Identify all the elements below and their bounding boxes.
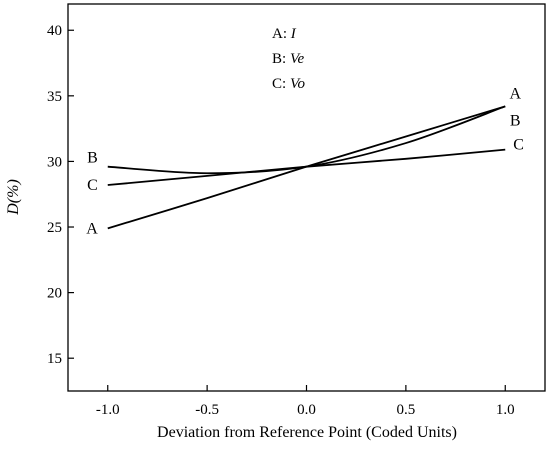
series-line-b [107, 105, 506, 175]
x-tick-label: -1.0 [96, 402, 120, 418]
y-tick-label: 35 [47, 89, 62, 105]
series-label-c: C [513, 137, 524, 154]
series-label-b: B [510, 112, 521, 129]
plot-frame [67, 3, 546, 392]
legend-symbol: Vo [290, 76, 306, 92]
y-tick-label: 15 [47, 351, 62, 367]
x-tick-label: 0.5 [397, 402, 416, 418]
series-line-c [107, 148, 506, 186]
legend-entry-c: C: Vo [272, 76, 305, 92]
legend-key: A: [272, 26, 291, 42]
series-label-a: A [86, 220, 98, 237]
y-tick-label: 30 [47, 154, 62, 170]
legend-key: B: [272, 51, 290, 67]
legend: A: IB: VeC: Vo [272, 26, 305, 92]
y-tick-label: 20 [47, 286, 62, 302]
x-axis-title: Deviation from Reference Point (Coded Un… [157, 424, 457, 441]
y-axis-title: D(%) [5, 179, 22, 216]
legend-symbol: I [290, 26, 297, 42]
legend-symbol: Ve [290, 51, 305, 67]
series-label-a: A [509, 85, 521, 102]
x-tick-label: -0.5 [195, 402, 219, 418]
x-tick-label: 1.0 [496, 402, 515, 418]
ticks: -1.0 -0.5 0.0 0.5 1.0 15 20 25 30 35 40 [47, 23, 515, 418]
series-label-b: B [87, 150, 98, 167]
legend-entry-a: A: I [272, 26, 297, 42]
y-tick-label: 40 [47, 23, 62, 39]
x-tick-label: 0.0 [297, 402, 316, 418]
legend-key: C: [272, 76, 290, 92]
series-label-c: C [87, 177, 98, 194]
y-tick-label: 25 [47, 220, 62, 236]
legend-entry-b: B: Ve [272, 51, 304, 67]
series-lines [107, 105, 506, 230]
